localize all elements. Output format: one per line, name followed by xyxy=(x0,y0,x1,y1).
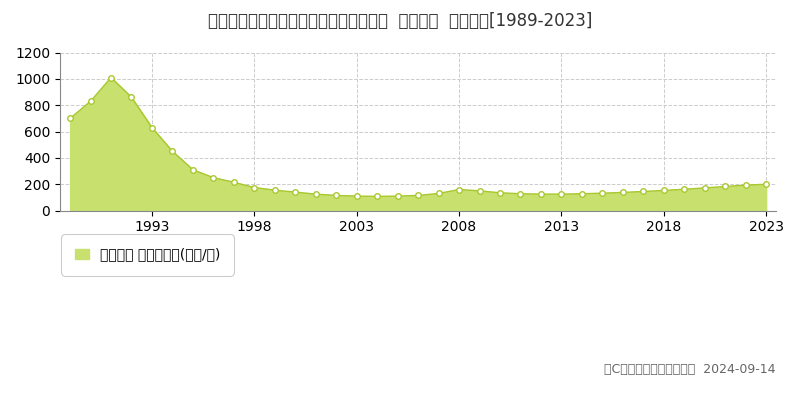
Text: 愛知県名古屋市千種区井上町４３番１外  地価公示  地価推移[1989-2023]: 愛知県名古屋市千種区井上町４３番１外 地価公示 地価推移[1989-2023] xyxy=(208,12,592,30)
Legend: 地価公示 平均坪単価(万円/坪): 地価公示 平均坪単価(万円/坪) xyxy=(66,239,229,270)
Text: （C）土地価格ドットコム  2024-09-14: （C）土地価格ドットコム 2024-09-14 xyxy=(605,363,776,376)
